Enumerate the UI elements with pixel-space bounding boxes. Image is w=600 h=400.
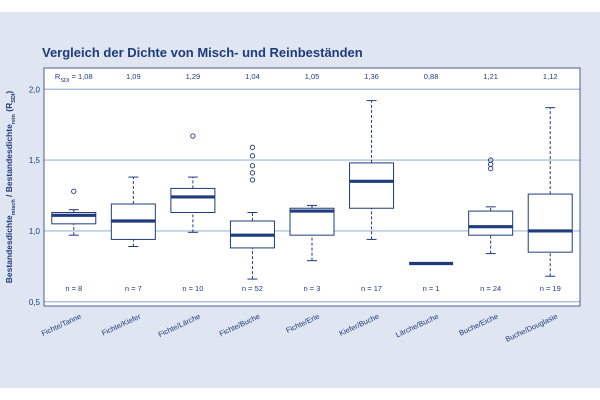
rsdi-value-label: 1,05 bbox=[305, 72, 320, 81]
n-label: n = 10 bbox=[182, 284, 203, 293]
outlier-point bbox=[249, 170, 256, 176]
category-label: Fichte/Kiefer bbox=[100, 311, 142, 337]
category-label: Buche/Eiche bbox=[458, 312, 500, 338]
n-label: n = 7 bbox=[125, 284, 142, 293]
n-label: n = 1 bbox=[423, 284, 440, 293]
box bbox=[289, 207, 335, 236]
rsdi-value-label: 1,04 bbox=[245, 72, 260, 81]
category-label: Fichte/Lärche bbox=[157, 312, 202, 339]
outlier-point bbox=[249, 153, 256, 159]
n-label: n = 24 bbox=[480, 284, 501, 293]
outlier-point bbox=[249, 177, 256, 183]
category-label: Fichte/Buche bbox=[218, 312, 261, 339]
box bbox=[468, 210, 514, 236]
category-label: Fichte/Erle bbox=[285, 312, 321, 335]
y-tick-label: 1,0 bbox=[29, 227, 41, 236]
box bbox=[349, 162, 395, 209]
plot-area bbox=[44, 68, 580, 306]
n-label: n = 3 bbox=[304, 284, 321, 293]
rsdi-value-label: 1,36 bbox=[364, 72, 379, 81]
y-tick-label: 2,0 bbox=[29, 85, 41, 94]
n-label: n = 52 bbox=[242, 284, 263, 293]
n-label: n = 17 bbox=[361, 284, 382, 293]
outlier-point bbox=[71, 188, 77, 194]
rsdi-value-label: 1,21 bbox=[483, 72, 498, 81]
category-label: Buche/Douglasie bbox=[504, 312, 559, 344]
category-label: Fichte/Tanne bbox=[40, 312, 83, 338]
box bbox=[51, 212, 97, 225]
plot-border bbox=[43, 67, 581, 307]
n-label: n = 19 bbox=[540, 284, 561, 293]
outlier-point bbox=[249, 163, 256, 169]
chart-title: Vergleich der Dichte von Misch- und Rein… bbox=[42, 45, 363, 60]
rsdi-value-label: 1,09 bbox=[126, 72, 141, 81]
category-label: Kiefer/Buche bbox=[338, 312, 381, 338]
box bbox=[527, 193, 573, 253]
y-tick-label: 1,5 bbox=[29, 156, 41, 165]
box bbox=[170, 187, 216, 214]
rsdi-value-label: 0,88 bbox=[424, 72, 439, 81]
rsdi-value-label: RSDI = 1,08 bbox=[55, 72, 93, 84]
n-label: n = 8 bbox=[65, 284, 82, 293]
rsdi-value-label: 1,12 bbox=[543, 72, 558, 81]
outlier-point bbox=[249, 144, 256, 150]
y-axis-label: Bestandesdichtemisch / Bestandesdichtere… bbox=[4, 91, 17, 284]
y-tick-label: 0,5 bbox=[29, 298, 41, 307]
outlier-point bbox=[190, 133, 196, 139]
outlier-point bbox=[488, 157, 494, 163]
rsdi-value-label: 1,29 bbox=[186, 72, 201, 81]
category-label: Lärche/Buche bbox=[394, 312, 440, 340]
